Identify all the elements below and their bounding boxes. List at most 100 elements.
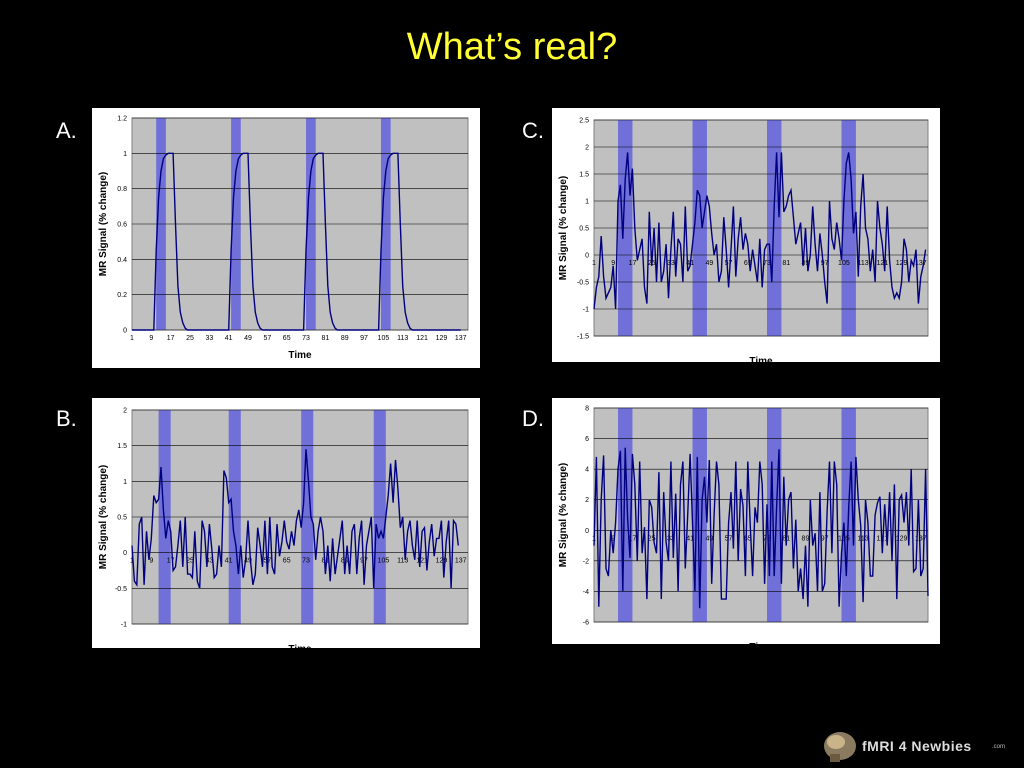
x-tick-label: 1 xyxy=(592,260,596,267)
y-tick-label: 0.6 xyxy=(117,222,127,229)
y-tick-label: 0.2 xyxy=(117,292,127,299)
stimulus-block xyxy=(767,408,782,622)
x-tick-label: 33 xyxy=(667,260,675,267)
y-tick-label: -1 xyxy=(121,622,127,629)
series-line xyxy=(593,447,929,609)
x-tick-label: 137 xyxy=(455,558,467,565)
x-tick-label: 33 xyxy=(205,335,213,342)
x-axis-title: Time xyxy=(749,356,773,362)
y-tick-label: 1.5 xyxy=(117,443,127,450)
x-tick-label: 81 xyxy=(321,335,329,342)
y-tick-label: 1 xyxy=(123,151,127,158)
x-tick-label: 17 xyxy=(629,260,637,267)
x-tick-label: 129 xyxy=(896,260,908,267)
series-line xyxy=(131,449,459,589)
x-tick-label: 49 xyxy=(244,558,252,565)
x-tick-label: 97 xyxy=(821,260,829,267)
y-tick-label: 1.2 xyxy=(117,116,127,123)
y-tick-label: 2 xyxy=(123,408,127,415)
x-tick-label: 73 xyxy=(763,535,771,542)
panel-label-b: B. xyxy=(56,406,77,431)
y-axis-title: MR Signal (% change) xyxy=(98,465,109,569)
x-tick-label: 49 xyxy=(244,335,252,342)
x-tick-label: 41 xyxy=(225,335,233,342)
y-tick-label: 1.5 xyxy=(579,172,589,179)
y-tick-label: 0.5 xyxy=(117,515,127,522)
y-tick-label: 0.4 xyxy=(117,257,127,264)
x-tick-label: 129 xyxy=(436,558,448,565)
x-tick-label: 137 xyxy=(915,535,927,542)
y-tick-label: 2 xyxy=(585,145,589,152)
x-tick-label: 113 xyxy=(858,535,869,542)
x-tick-label: 41 xyxy=(686,535,694,542)
y-tick-label: -4 xyxy=(583,589,589,596)
y-tick-label: -1 xyxy=(583,307,589,314)
x-tick-label: 33 xyxy=(667,535,675,542)
y-tick-label: 0 xyxy=(123,328,127,335)
panel-label-d: D. xyxy=(522,406,544,431)
chart-b: -1-0.500.511.521 9 17 25 33 41 49 57 65 73 81 89 97 1… xyxy=(98,408,469,648)
x-tick-label: 89 xyxy=(802,535,810,542)
x-tick-label: 121 xyxy=(416,558,428,565)
x-tick-label: 49 xyxy=(705,260,713,267)
x-tick-label: 113 xyxy=(397,335,408,342)
chart-panel-b: -1 -0.5 0 0.5 1 1.5 2 1 9 17 25 33 41 49 57 65 73 81 89 97 1… xyxy=(92,398,480,648)
x-tick-label: 57 xyxy=(263,335,271,342)
y-tick-label: -0.5 xyxy=(115,586,127,593)
panel-label-a: A. xyxy=(56,118,77,143)
x-tick-label: 17 xyxy=(629,535,637,542)
series-line xyxy=(132,152,461,331)
x-axis-title: Time xyxy=(288,350,312,361)
slide-title: What’s real? xyxy=(406,26,618,68)
chart-panel-a: 0 0.2 0.4 0.6 0.8 1 1.2 1 9 17 25 33 41 49 57 65 73 81 89 9… xyxy=(92,108,480,368)
x-tick-label: 105 xyxy=(838,260,850,267)
x-tick-label: 41 xyxy=(225,558,233,565)
y-tick-label: -0.5 xyxy=(577,280,589,287)
x-tick-label: 1 xyxy=(130,335,134,342)
y-tick-label: -2 xyxy=(583,558,589,565)
x-tick-label: 25 xyxy=(648,535,656,542)
x-tick-label: 89 xyxy=(802,260,810,267)
y-axis-title: MR Signal (% change) xyxy=(98,172,109,276)
x-tick-label: 113 xyxy=(858,260,869,267)
x-tick-label: 1 xyxy=(130,558,134,565)
logo-suffix: .com xyxy=(992,744,1006,750)
y-tick-label: 0.8 xyxy=(117,186,127,193)
x-tick-label: 97 xyxy=(821,535,829,542)
y-tick-label: 6 xyxy=(585,436,589,443)
x-tick-label: 137 xyxy=(455,335,467,342)
series-line xyxy=(593,152,927,310)
x-tick-label: 105 xyxy=(378,335,390,342)
x-tick-label: 9 xyxy=(611,535,615,542)
x-tick-label: 89 xyxy=(341,335,349,342)
x-tick-label: 129 xyxy=(436,335,448,342)
plot-area xyxy=(593,407,929,623)
y-tick-label: 2.5 xyxy=(579,118,589,125)
x-tick-label: 113 xyxy=(397,558,408,565)
x-tick-label: 73 xyxy=(302,335,310,342)
x-tick-label: 65 xyxy=(283,335,291,342)
chart-a: 0 0.2 0.4 0.6 0.8 1 1.2 1 9 17 25 33 41 49 57 65 73 81 89 9… xyxy=(98,116,469,361)
x-tick-label: 121 xyxy=(416,335,428,342)
x-tick-label: 73 xyxy=(763,260,771,267)
x-tick-label: 17 xyxy=(167,558,175,565)
x-tick-label: 97 xyxy=(360,335,368,342)
y-tick-label: 0 xyxy=(585,253,589,260)
x-tick-label: 105 xyxy=(378,558,390,565)
x-tick-label: 65 xyxy=(744,260,752,267)
x-tick-label: 81 xyxy=(321,558,329,565)
x-tick-label: 65 xyxy=(744,535,752,542)
x-tick-label: 73 xyxy=(302,558,310,565)
stimulus-block xyxy=(618,408,633,622)
y-tick-label: 2 xyxy=(585,497,589,504)
x-axis-title: Time xyxy=(288,644,312,648)
x-tick-label: 17 xyxy=(167,335,175,342)
y-tick-label: -1.5 xyxy=(577,334,589,341)
brain-logo-icon xyxy=(824,732,856,762)
y-tick-label: 0.5 xyxy=(579,226,589,233)
panel-label-c: C. xyxy=(522,118,544,143)
y-tick-label: 0 xyxy=(123,550,127,557)
logo-text: fMRI 4 Newbies xyxy=(862,738,972,754)
y-axis-title: MR Signal (% change) xyxy=(558,176,569,280)
